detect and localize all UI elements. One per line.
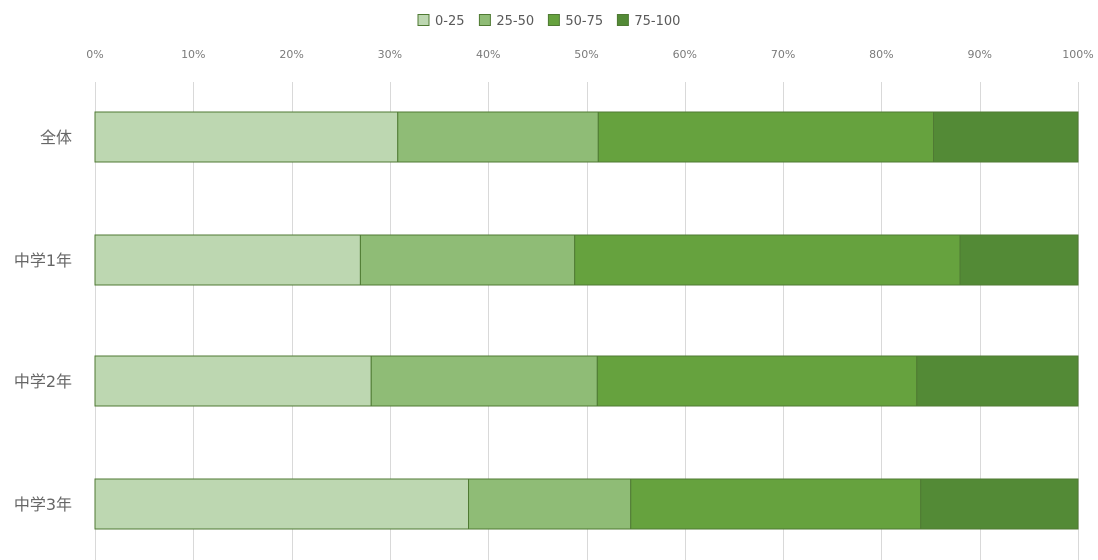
x-tick-label: 30%	[378, 48, 402, 61]
legend-swatch	[478, 14, 491, 26]
category-label: 中学2年	[14, 372, 72, 391]
bar-segment[interactable]	[932, 111, 1079, 163]
legend-item[interactable]: 0-25	[417, 14, 465, 29]
x-tick-label: 0%	[86, 48, 103, 61]
bar-segment[interactable]	[468, 478, 632, 530]
legend-swatch	[547, 14, 560, 26]
bar-segment[interactable]	[596, 355, 918, 407]
bar-segment[interactable]	[959, 234, 1079, 286]
x-tick-label: 100%	[1062, 48, 1093, 61]
legend: 0-25 25-50 50-75 75-100	[417, 14, 680, 29]
bar-segment[interactable]	[597, 111, 934, 163]
bar-row	[94, 478, 1079, 530]
bar-segment[interactable]	[359, 234, 576, 286]
bar-segment[interactable]	[920, 478, 1079, 530]
bar-row	[94, 234, 1079, 286]
legend-label: 75-100	[634, 14, 680, 29]
bar-segment[interactable]	[370, 355, 598, 407]
bar-segment[interactable]	[94, 355, 372, 407]
legend-swatch	[616, 14, 629, 26]
legend-item[interactable]: 50-75	[547, 14, 603, 29]
x-tick-label: 60%	[673, 48, 697, 61]
legend-item[interactable]: 25-50	[478, 14, 534, 29]
category-label: 中学1年	[14, 251, 72, 270]
bar-row	[94, 355, 1079, 407]
bar-row	[94, 111, 1079, 163]
x-tick-label: 40%	[476, 48, 500, 61]
bar-segment[interactable]	[94, 111, 399, 163]
category-label: 全体	[40, 128, 72, 147]
x-tick-label: 50%	[574, 48, 598, 61]
bar-segment[interactable]	[574, 234, 961, 286]
bar-segment[interactable]	[397, 111, 599, 163]
x-tick-label: 70%	[771, 48, 795, 61]
x-axis: 0% 10% 20% 30% 40% 50% 60% 70% 80% 90% 100%	[86, 48, 1093, 61]
bar-segment[interactable]	[94, 478, 470, 530]
bars	[94, 111, 1079, 530]
x-tick-label: 80%	[869, 48, 893, 61]
legend-item[interactable]: 75-100	[616, 14, 680, 29]
bar-segment[interactable]	[630, 478, 922, 530]
legend-label: 50-75	[565, 14, 603, 29]
x-tick-label: 90%	[967, 48, 991, 61]
x-tick-label: 20%	[279, 48, 303, 61]
x-tick-label: 10%	[181, 48, 205, 61]
bar-segment[interactable]	[916, 355, 1079, 407]
legend-swatch	[417, 14, 430, 26]
bar-segment[interactable]	[94, 234, 361, 286]
legend-label: 25-50	[496, 14, 534, 29]
category-label: 中学3年	[14, 495, 72, 514]
legend-label: 0-25	[435, 14, 465, 29]
